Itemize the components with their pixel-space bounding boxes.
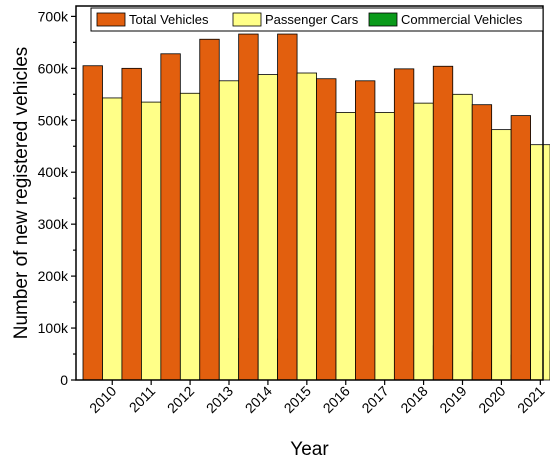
bar-total-vehicles xyxy=(393,68,415,381)
y-tick-label: 600k xyxy=(38,60,69,76)
bar-total-vehicles xyxy=(82,65,103,381)
x-tick-label: 2015 xyxy=(281,383,314,416)
legend-label: Total Vehicles xyxy=(129,12,209,27)
x-tick-label: 2010 xyxy=(86,383,119,416)
x-tick-label: 2014 xyxy=(242,383,275,416)
bar-passenger-cars xyxy=(335,112,356,381)
y-axis-title: Number of new registered vehicles xyxy=(11,47,32,340)
bar-total-vehicles xyxy=(432,65,454,381)
y-axis: 0 100k 200k 300k 400k 500k 600k 700k xyxy=(38,8,76,388)
x-tick-label: 2011 xyxy=(126,383,159,416)
y-tick-label: 400k xyxy=(38,164,69,180)
bar-total-vehicles xyxy=(510,115,531,381)
bar-passenger-cars xyxy=(452,93,473,381)
x-axis: 2010 2011 2012 2013 2014 2015 2016 2017 2018 2019… xyxy=(86,380,548,416)
bar-passenger-cars xyxy=(413,102,434,381)
legend-box xyxy=(90,7,544,32)
x-tick-label: 2013 xyxy=(203,383,236,416)
legend-label: Passenger Cars xyxy=(265,12,359,27)
bar-total-vehicles xyxy=(277,33,298,381)
bar-passenger-cars xyxy=(530,144,550,381)
bar-total-vehicles xyxy=(355,80,376,381)
bar-total-vehicles xyxy=(121,67,142,381)
y-tick-label: 500k xyxy=(38,112,69,128)
bar-passenger-cars xyxy=(374,112,395,381)
x-tick-label: 2018 xyxy=(397,383,430,416)
x-tick-label: 2021 xyxy=(514,383,547,416)
bars-group xyxy=(82,33,550,381)
legend: Total Vehicles Passenger Cars Commercial V… xyxy=(90,7,544,32)
bar-passenger-cars xyxy=(141,101,162,381)
bar-passenger-cars xyxy=(491,129,512,381)
y-tick-label: 200k xyxy=(38,268,69,284)
x-axis-title: Year xyxy=(290,439,329,460)
x-tick-label: 2020 xyxy=(475,383,508,416)
bar-total-vehicles xyxy=(316,78,337,381)
bar-passenger-cars xyxy=(179,92,201,381)
bar-passenger-cars xyxy=(218,80,240,381)
y-tick-label: 0 xyxy=(60,372,68,388)
bar-passenger-cars xyxy=(257,74,279,381)
bar-passenger-cars xyxy=(102,97,123,381)
bar-total-vehicles xyxy=(199,38,220,381)
legend-swatch xyxy=(96,12,126,27)
y-tick-label: 100k xyxy=(38,320,69,336)
plot-frame xyxy=(75,5,544,381)
bar-passenger-cars xyxy=(296,72,317,381)
x-tick-label: 2016 xyxy=(320,383,353,416)
bar-total-vehicles xyxy=(238,33,259,381)
x-tick-label: 2019 xyxy=(436,383,469,416)
bar-total-vehicles xyxy=(160,53,181,381)
x-tick-label: 2012 xyxy=(164,383,197,416)
legend-swatch xyxy=(368,12,398,27)
y-tick-label: 700k xyxy=(38,8,69,24)
legend-label: Commercial Vehicles xyxy=(401,12,523,27)
legend-swatch xyxy=(232,12,262,27)
x-tick-label: 2017 xyxy=(358,383,391,416)
bar-total-vehicles xyxy=(471,104,493,381)
y-tick-label: 300k xyxy=(38,216,69,232)
